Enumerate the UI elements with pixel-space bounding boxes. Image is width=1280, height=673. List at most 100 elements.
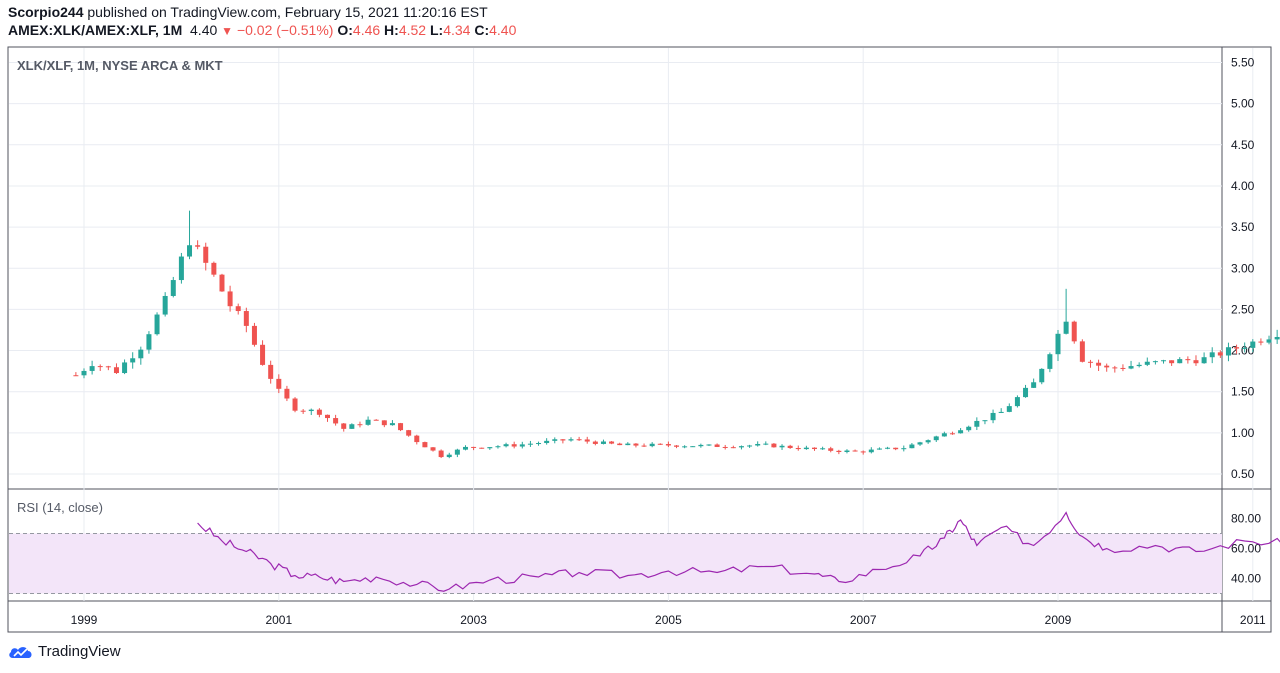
candle-body [941, 433, 947, 437]
candle-body [1128, 366, 1134, 369]
candle-body [1234, 347, 1240, 349]
candle-body [812, 447, 817, 450]
rsi-title: RSI (14, close) [17, 500, 103, 515]
candle-body [1193, 360, 1199, 364]
candle-body [844, 450, 850, 453]
candle-body [203, 246, 209, 263]
candle-body [990, 412, 996, 421]
candle-body [406, 430, 412, 436]
candle-body [503, 444, 509, 447]
candle-body [1242, 347, 1248, 349]
candle-body [625, 443, 631, 446]
candle-body [487, 447, 493, 449]
candle-body [803, 447, 809, 450]
candle-body [1047, 354, 1053, 369]
candle-body [154, 314, 160, 335]
y-tick-label: 5.50 [1231, 56, 1255, 70]
candle-body [381, 420, 387, 426]
candle-body [714, 444, 720, 447]
candle-body [170, 280, 176, 296]
low-label: L: [429, 22, 444, 38]
y-tick-label: 3.00 [1231, 261, 1255, 275]
candle-body [665, 444, 671, 446]
tradingview-logo[interactable]: TradingView [8, 643, 121, 660]
candle-body [495, 446, 501, 448]
candle-body [552, 439, 558, 441]
candle-body [1217, 352, 1223, 356]
candle-body [633, 443, 639, 446]
candle-body [389, 423, 395, 426]
candle-body [1023, 387, 1029, 398]
y-tick-label: 4.50 [1231, 138, 1255, 152]
x-tick-label: 2007 [850, 613, 877, 627]
y-tick-label: 2.50 [1231, 302, 1255, 316]
x-tick-label: 2011 [1240, 613, 1266, 627]
y-tick-label: 0.50 [1231, 467, 1255, 481]
candle-body [836, 450, 842, 453]
candle-body [113, 367, 119, 374]
candle-body [462, 446, 468, 450]
close-label: C: [474, 22, 490, 38]
candle-body [1039, 368, 1045, 383]
candle-body [1177, 359, 1183, 364]
tradingview-brand: TradingView [38, 643, 121, 660]
candle-body [1250, 341, 1256, 348]
candle-body [276, 378, 282, 389]
candle-body [422, 442, 428, 448]
candle-body [527, 443, 533, 445]
rsi-tick-label: 60.00 [1231, 542, 1261, 556]
candle-body [268, 364, 274, 379]
price-change: −0.02 (−0.51%) [236, 22, 334, 38]
candle-body [73, 375, 79, 377]
candle-body [122, 362, 128, 374]
tradingview-cloud-icon [9, 646, 32, 658]
symbol-label: AMEX:XLK/AMEX:XLF, 1M [8, 22, 183, 38]
open-value: 4.46 [352, 22, 381, 38]
candle-body [893, 447, 899, 450]
published-text: published on TradingView.com, February 1… [83, 4, 488, 20]
candle-body [706, 444, 712, 446]
y-tick-label: 1.00 [1231, 426, 1255, 440]
candle-body [430, 447, 436, 451]
author-name[interactable]: Scorpio244 [8, 4, 84, 20]
candle-body [536, 443, 542, 445]
candle-body [316, 409, 322, 415]
close-value: 4.40 [489, 22, 517, 38]
candle-body [365, 419, 371, 425]
rsi-tick-label: 80.00 [1231, 512, 1261, 526]
x-tick-label: 2009 [1045, 613, 1072, 627]
candle-body [698, 444, 704, 447]
candle-body [779, 445, 785, 448]
candle-body [130, 358, 136, 363]
candle-body [414, 435, 420, 443]
candle-body [1274, 336, 1280, 340]
candle-body [227, 291, 233, 307]
candle-body [146, 334, 152, 350]
y-tick-label: 1.50 [1231, 385, 1255, 399]
publish-line: Scorpio244 published on TradingView.com,… [8, 4, 488, 20]
candle-body [966, 426, 972, 431]
candle-body [1152, 361, 1158, 363]
candle-body [763, 443, 769, 445]
candle-body [219, 274, 225, 292]
candle-body [925, 440, 931, 443]
candle-body [105, 366, 111, 368]
candle-body [300, 410, 306, 412]
candle-body [657, 443, 663, 445]
candle-body [641, 445, 647, 447]
candle-body [308, 409, 314, 412]
candle-body [820, 448, 826, 450]
candle-body [260, 344, 266, 365]
candle-body [974, 420, 980, 427]
candle-body [1063, 321, 1069, 334]
candle-body [600, 441, 606, 444]
x-tick-label: 1999 [71, 613, 98, 627]
candle-body [292, 398, 298, 411]
candle-body [325, 414, 330, 419]
candle-body [568, 439, 574, 441]
candle-body [81, 370, 87, 376]
candle-body [479, 447, 485, 449]
candle-body [544, 440, 550, 444]
candle-body [682, 446, 688, 448]
